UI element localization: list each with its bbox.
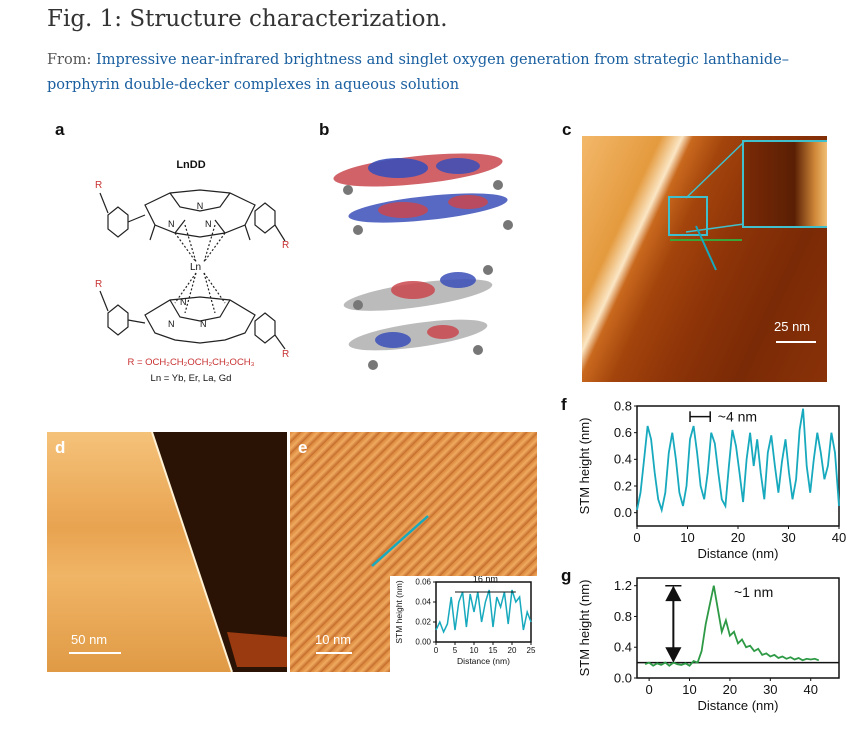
panel-label-e: e [298, 438, 308, 457]
height-profile-chart-f: 0 10 20 30 40 0.0 0.2 0.4 0.6 0.8 Distance (nm) STM… [577, 398, 846, 561]
spacing-annotation: ~4 nm [718, 409, 757, 425]
atom-n-3: N [205, 219, 212, 229]
orbital-bottom [343, 265, 493, 370]
y-tick-label: 0.4 [614, 640, 632, 655]
stm-image-e: e 10 nm 0 5 10 15 20 25 0.00 0.02 0.04 0.06 Distan… [290, 432, 537, 672]
height-annotation: ~1 nm [734, 584, 773, 600]
chemical-structure-diagram: LnDD N N N Ln N N N R R R [95, 159, 289, 384]
y-axis-label: STM height (nm) [577, 580, 592, 677]
panel-label-d: d [55, 438, 66, 457]
y-tick-label: 0.00 [415, 638, 431, 647]
x-tick-label: 15 [489, 646, 498, 655]
x-tick-label: 20 [508, 646, 517, 655]
height-arrowhead-up [665, 585, 682, 602]
scalebar-e [316, 652, 352, 654]
y-axis-label: STM height (nm) [394, 580, 404, 643]
atom-r-3: R [95, 279, 102, 290]
panel-label-a: a [55, 120, 65, 139]
article-link[interactable]: Impressive near-infrared brightness and … [47, 52, 790, 93]
scalebar-d [69, 652, 121, 654]
x-tick-label: 0 [434, 646, 439, 655]
figure-title: Fig. 1: Structure characterization. [47, 6, 448, 32]
atom-ln: Ln [190, 262, 201, 273]
x-tick-label: 30 [763, 682, 777, 697]
height-profile-inset-chart: 0 5 10 15 20 25 0.00 0.02 0.04 0.06 Distance (nm) S… [390, 576, 537, 672]
series-line [435, 589, 532, 634]
atom-n-1: N [197, 201, 204, 211]
x-tick-label: 25 [527, 646, 536, 655]
from-prefix: From: [47, 52, 92, 68]
y-tick-label: 0.4 [614, 452, 632, 467]
x-tick-label: 40 [803, 682, 817, 697]
scalebar-label-d: 50 nm [71, 632, 108, 647]
atom-n-5: N [168, 319, 175, 329]
series-line [644, 585, 820, 667]
y-tick-label: 0.0 [614, 505, 632, 520]
x-tick-label: 20 [723, 682, 737, 697]
zoom-inset [742, 140, 827, 228]
r-definition: R = OCH₂CH₂OCH₂CH₂OCH₃ [127, 357, 254, 368]
scalebar-label-c: 25 nm [774, 319, 811, 334]
x-axis-label: Distance (nm) [457, 656, 510, 666]
stm-image-d: d 50 nm [47, 432, 287, 672]
y-tick-label: 0.8 [614, 398, 632, 413]
atom-r-4: R [282, 349, 289, 360]
y-tick-label: 0.2 [614, 478, 632, 493]
orbital-top [333, 153, 513, 235]
plot-frame [636, 577, 840, 679]
y-tick-label: 0.8 [614, 609, 632, 624]
scalebar-c [776, 341, 816, 343]
molecular-orbital-renderings [333, 153, 513, 370]
x-tick-label: 0 [646, 682, 653, 697]
x-tick-label: 10 [470, 646, 479, 655]
scalebar-label-e: 10 nm [315, 632, 352, 647]
y-tick-label: 0.06 [415, 578, 431, 587]
stm-image-c: 25 nm [582, 136, 827, 382]
panel-label-g: g [561, 566, 572, 585]
atom-r-2: R [282, 240, 289, 251]
atom-n-2: N [168, 219, 175, 229]
atom-n-6: N [200, 319, 207, 329]
x-tick-label: 10 [682, 682, 696, 697]
x-axis-label: Distance (nm) [698, 546, 779, 561]
y-tick-label: 0.6 [614, 425, 632, 440]
panel-label-f: f [561, 395, 567, 414]
y-tick-label: 0.0 [614, 670, 632, 685]
series-line [636, 408, 840, 514]
atom-n-4: N [180, 297, 187, 307]
panel-label-b: b [319, 120, 330, 139]
x-tick-label: 40 [832, 530, 846, 545]
x-axis-label: Distance (nm) [698, 698, 779, 713]
source-line: From: Impressive near-infrared brightnes… [47, 48, 827, 98]
y-tick-label: 0.02 [415, 618, 431, 627]
span-label: 16 nm [473, 576, 498, 584]
atom-r-1: R [95, 180, 102, 191]
x-tick-label: 5 [453, 646, 458, 655]
height-arrowhead-down [665, 647, 682, 663]
x-tick-label: 30 [781, 530, 795, 545]
y-axis-label: STM height (nm) [577, 418, 592, 515]
molecule-name: LnDD [176, 159, 205, 171]
y-tick-label: 0.04 [415, 598, 431, 607]
x-tick-label: 20 [731, 530, 745, 545]
plot-frame [435, 581, 532, 643]
panel-label-c: c [562, 120, 572, 139]
ln-definition: Ln = Yb, Er, La, Gd [151, 373, 232, 384]
height-profile-chart-g: 0 10 20 30 40 0.0 0.4 0.8 1.2 Distance (nm) STM he… [577, 577, 840, 713]
y-tick-label: 1.2 [614, 578, 632, 593]
x-tick-label: 10 [680, 530, 694, 545]
x-tick-label: 0 [633, 530, 640, 545]
